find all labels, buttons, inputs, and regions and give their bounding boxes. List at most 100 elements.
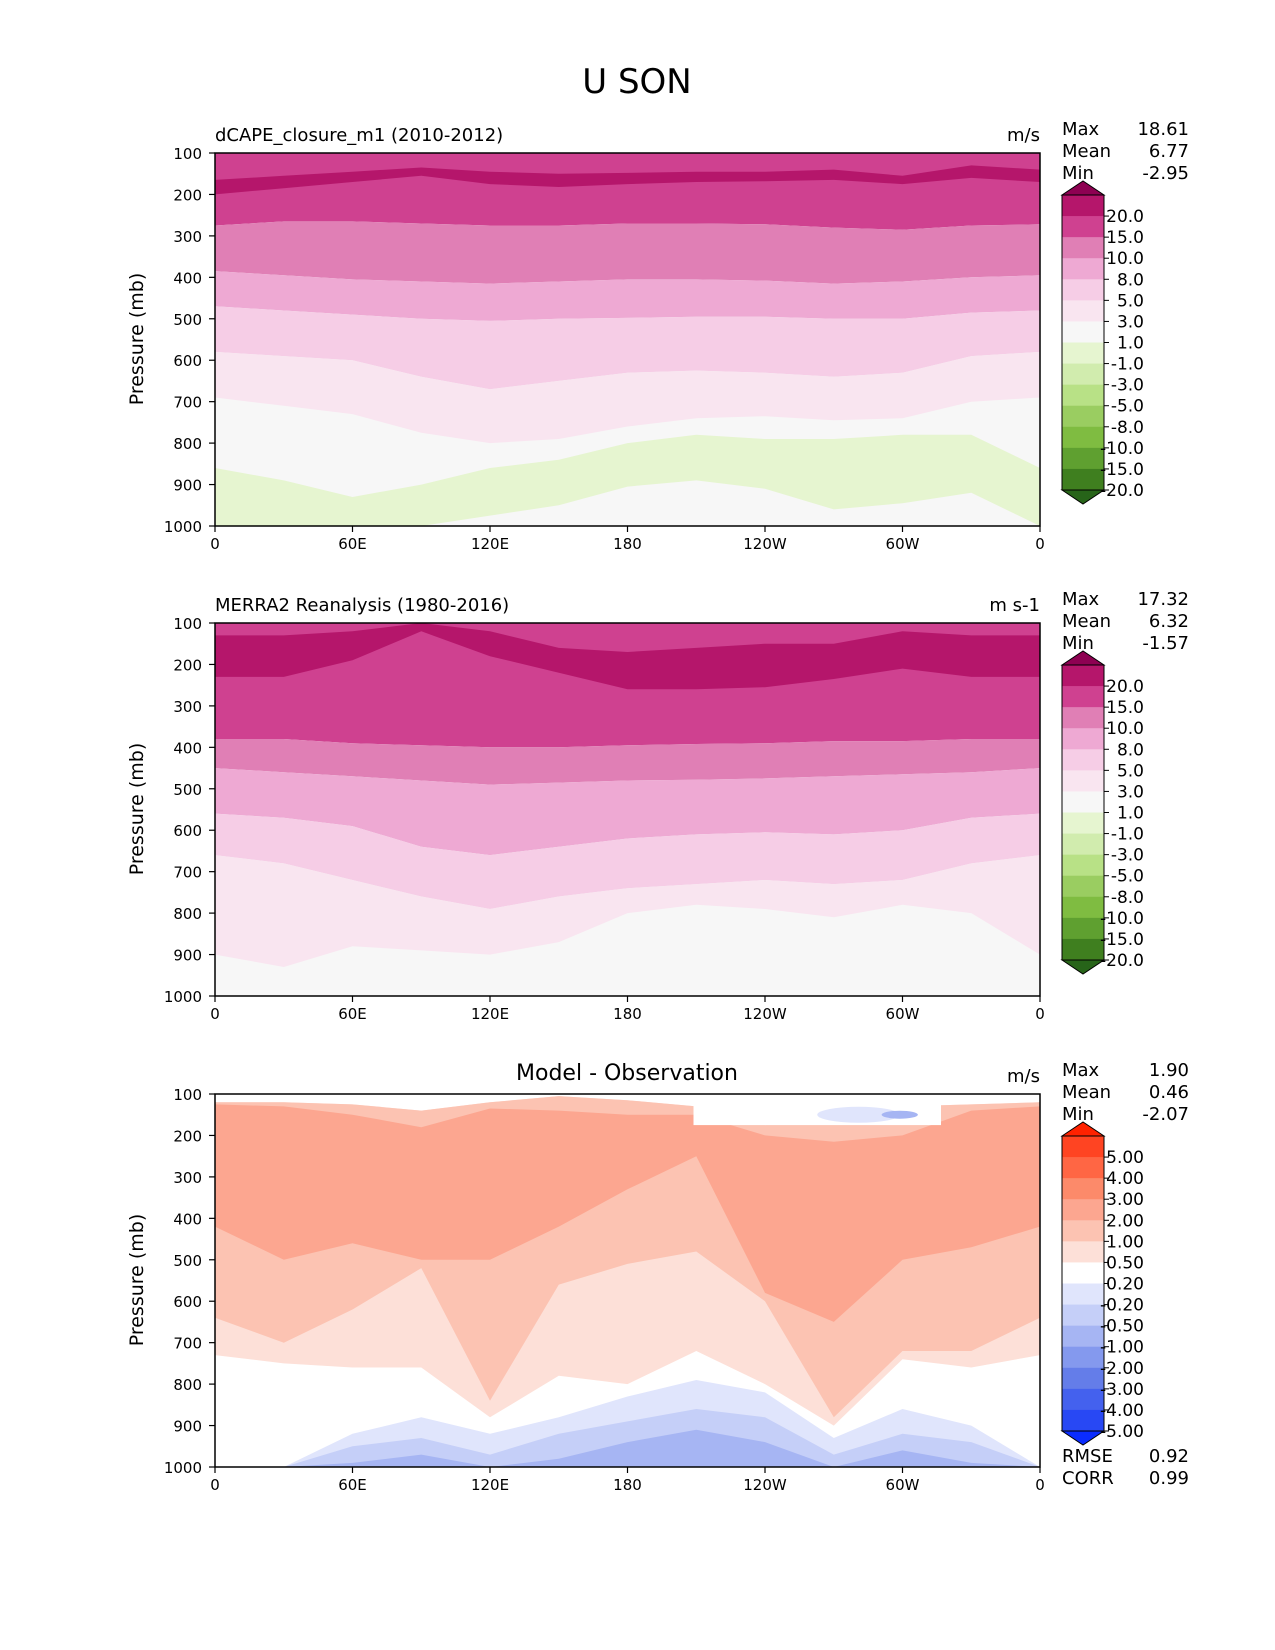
y-tick-label: 1000: [164, 518, 202, 536]
colorbar-tick-label: 3.00: [1106, 1190, 1144, 1210]
y-axis-label: Pressure (mb): [126, 273, 148, 406]
colorbar-tick-label: -0.20: [1100, 1296, 1144, 1316]
colorbar-tick-label: 8.0: [1117, 270, 1144, 290]
band--2--1-upper: [881, 1110, 918, 1119]
y-tick-label: 400: [173, 739, 202, 757]
colorbar-segment: [1062, 1241, 1104, 1263]
stat-mean-label: Mean: [1062, 141, 1111, 162]
colorbar-tick-label: 5.00: [1106, 1148, 1144, 1168]
colorbar-tick-label: -3.0: [1111, 376, 1144, 396]
x-tick-label: 120E: [471, 1005, 509, 1023]
colorbar-segment: [1062, 1346, 1104, 1369]
colorbar-segment: [1062, 707, 1104, 729]
colorbar-tick-label: 1.00: [1106, 1232, 1144, 1252]
y-tick-label: 900: [173, 477, 202, 495]
panel-title: dCAPE_closure_m1 (2010-2012): [215, 125, 503, 146]
colorbar-tick-label: -8.0: [1111, 888, 1144, 908]
contour-field: [215, 153, 1040, 526]
panel-observation: MERRA2 Reanalysis (1980-2016) m s-1 Max …: [126, 589, 1189, 1023]
x-tick-label: 120W: [743, 1476, 787, 1494]
colorbar-segment: [1062, 1304, 1104, 1327]
colorbar-tick-label: 20.0: [1106, 207, 1144, 227]
colorbar-segment: [1062, 770, 1104, 792]
x-tick-label: 120E: [471, 1476, 509, 1494]
colorbar-segment: [1062, 426, 1104, 449]
colorbar-segment: [1062, 917, 1104, 940]
stat-max-label: Max: [1062, 589, 1100, 610]
colorbar-tick-label: -3.0: [1111, 846, 1144, 866]
colorbar-segment: [1062, 728, 1104, 750]
colorbar-segment: [1062, 875, 1104, 898]
colorbar-tick-label: -5.0: [1111, 867, 1144, 887]
colorbar-segment: [1062, 1367, 1104, 1390]
colorbar-segment: [1062, 258, 1104, 280]
panel-difference: Model - Observation m/s Max 1.90 Mean 0.…: [126, 1060, 1189, 1494]
panel-model: dCAPE_closure_m1 (2010-2012) m/s Max 18.…: [126, 119, 1189, 553]
band-15-20: [215, 623, 1040, 690]
colorbar-extend-min: [1060, 959, 1106, 975]
y-tick-label: 700: [173, 864, 202, 882]
y-tick-label: 800: [173, 435, 202, 453]
colorbar-segment: [1062, 447, 1104, 470]
stat-min-value: -1.57: [1142, 633, 1189, 654]
y-tick-label: 800: [173, 905, 202, 923]
colorbar-tick-label: 5.0: [1117, 291, 1144, 311]
colorbar-segment: [1062, 1409, 1104, 1432]
colorbar-tick-label: 5.0: [1117, 761, 1144, 781]
panel-units: m s-1: [989, 595, 1040, 616]
colorbar-tick-label: 3.0: [1117, 312, 1144, 332]
colorbar-tick-label: -1.0: [1111, 355, 1144, 375]
band-1-3: [215, 855, 1040, 967]
colorbar-segment: [1062, 363, 1104, 386]
colorbar-segment: [1062, 1283, 1104, 1306]
x-tick-label: 60E: [338, 1005, 367, 1023]
stat-min-value: -2.95: [1142, 163, 1189, 184]
y-axis-label: Pressure (mb): [126, 743, 148, 876]
colorbar-segment: [1062, 342, 1104, 365]
colorbar-segment: [1062, 896, 1104, 919]
y-tick-label: 400: [173, 269, 202, 287]
colorbar-segment: [1062, 1136, 1104, 1158]
band-5-8: [215, 768, 1040, 856]
stat-min-value: -2.07: [1142, 1104, 1189, 1125]
colorbar-tick-label: 1.0: [1117, 804, 1144, 824]
y-tick-label: 700: [173, 1335, 202, 1353]
x-tick-label: 120W: [743, 1005, 787, 1023]
y-tick-label: 200: [173, 1127, 202, 1145]
stat-max-value: 18.61: [1137, 119, 1189, 140]
x-tick-label: 180: [613, 1005, 642, 1023]
colorbar: 20.015.010.08.05.03.01.0-1.0-3.0-5.0-8.0…: [1060, 650, 1144, 975]
colorbar-segment: [1062, 384, 1104, 407]
colorbar-tick-label: 15.0: [1106, 228, 1144, 248]
x-tick-label: 0: [210, 1476, 220, 1494]
y-tick-label: 1000: [164, 1459, 202, 1477]
colorbar: 5.004.003.002.001.000.500.20-0.20-0.50-1…: [1060, 1121, 1144, 1446]
band--0.2-0.2-upper: [693, 1094, 941, 1126]
x-tick-label: 60W: [886, 1005, 920, 1023]
band-3-5: [215, 813, 1040, 909]
x-tick-label: 0: [210, 1005, 220, 1023]
plot-axes: 0 60E 120E 180 120W 60W 0 100 200 300 400 500 600 700…: [164, 145, 1045, 553]
y-tick-label: 600: [173, 822, 202, 840]
corr-label: CORR: [1062, 1468, 1114, 1489]
y-tick-label: 500: [173, 781, 202, 799]
y-axis-label: Pressure (mb): [126, 1214, 148, 1347]
colorbar-segment: [1062, 665, 1104, 687]
contour-field: [215, 623, 1040, 996]
y-tick-label: 400: [173, 1210, 202, 1228]
y-tick-label: 200: [173, 186, 202, 204]
colorbar-tick-label: -5.0: [1111, 397, 1144, 417]
colorbar-tick-label: -8.0: [1111, 418, 1144, 438]
corr-value: 0.99: [1149, 1468, 1189, 1489]
y-tick-label: 300: [173, 698, 202, 716]
plot-axes: 0 60E 120E 180 120W 60W 0 100 200 300 400 500 600 700…: [164, 615, 1045, 1023]
colorbar-tick-label: -15.0: [1100, 460, 1144, 480]
colorbar-tick-label: -2.00: [1100, 1359, 1144, 1379]
colorbar-segment: [1062, 749, 1104, 771]
y-tick-label: 300: [173, 1169, 202, 1187]
colorbar-segment: [1062, 1199, 1104, 1221]
stat-max-label: Max: [1062, 119, 1100, 140]
band-5-8: [215, 271, 1040, 321]
x-tick-label: 0: [210, 535, 220, 553]
